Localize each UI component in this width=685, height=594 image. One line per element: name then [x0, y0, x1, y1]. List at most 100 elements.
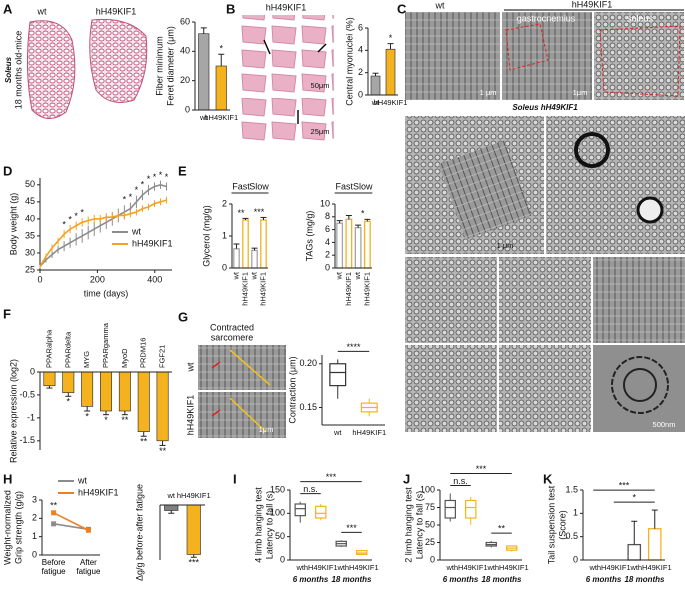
region-outline	[505, 23, 549, 71]
box	[315, 505, 327, 519]
x-tick-label: After fatigue	[76, 558, 101, 576]
x-tick-label: hH49KIF1	[454, 563, 488, 572]
y-axis-label: Grip strength (g/g)	[13, 491, 23, 564]
significance-label: ***	[254, 207, 265, 217]
significance-label: **	[50, 501, 58, 511]
y-tick-label: 0	[573, 554, 578, 564]
x-tick-label: wt	[371, 98, 380, 107]
y-tick-label: 0	[430, 554, 435, 564]
soleus-section	[89, 18, 148, 103]
panel-letter: F	[3, 306, 11, 321]
image-label: wt	[37, 6, 47, 16]
y-tick-label: 1	[32, 531, 37, 541]
y-tick-label: 4	[325, 237, 330, 247]
y-tick-label: 0.15	[299, 402, 317, 412]
significance-label: *	[361, 209, 365, 219]
bar	[62, 371, 75, 393]
y-tick-label: 20	[180, 75, 190, 85]
x-tick-label: PPARdelta	[63, 331, 72, 368]
y-tick-label: 75	[425, 502, 435, 512]
y-tick-label: 0	[358, 89, 363, 99]
y-tick-label: 25	[425, 537, 435, 547]
bar	[370, 75, 381, 96]
significance-label: *	[141, 179, 145, 189]
image-label: gastrocnemius	[517, 13, 576, 23]
x-tick-label: 400	[147, 274, 162, 284]
image-label: wt	[185, 362, 195, 372]
image-label: hH49KIF1	[185, 395, 195, 436]
bar	[336, 222, 344, 269]
y-tick-label: 6	[325, 224, 330, 234]
scale-label: 1 μm	[497, 241, 514, 250]
bar	[118, 371, 131, 412]
significance-label: *	[389, 33, 393, 43]
panel-letter: C	[397, 1, 407, 16]
y-tick-label: 100	[420, 484, 435, 494]
image-side-label: Soleus	[4, 56, 13, 83]
x-tick-label: MyoD	[120, 348, 129, 368]
bar	[81, 371, 94, 407]
image-subtitle: Soleus hH49KIF1	[512, 103, 578, 112]
x-tick-label: hH49KIF1	[258, 272, 267, 306]
significance-label: ***	[476, 464, 487, 474]
group-label: 18 months	[624, 575, 665, 584]
bar	[363, 220, 371, 269]
significance-label: **	[498, 523, 506, 533]
panel-letter: K	[543, 471, 553, 486]
y-tick-label: 50	[425, 519, 435, 529]
bar	[647, 528, 662, 561]
bar	[233, 248, 240, 269]
y-tick-label: 0	[185, 104, 190, 114]
membrane-whorl	[623, 368, 657, 402]
scale-label: 1μm	[573, 88, 588, 97]
y-tick-label: 45	[25, 196, 35, 206]
box	[444, 499, 456, 519]
series-line	[53, 512, 89, 531]
significance-label: *	[147, 174, 151, 184]
y-tick-label: 100	[270, 508, 285, 518]
x-tick-label: wt	[589, 563, 598, 572]
significance-label: **	[159, 446, 167, 456]
em-image	[438, 140, 532, 240]
box	[465, 499, 477, 519]
group-label: Fast	[335, 181, 353, 191]
y-tick-label: 0.20	[299, 358, 317, 368]
y-tick-label: -1	[27, 412, 35, 422]
y-tick-label: 50	[25, 179, 35, 189]
panel-letter: A	[3, 1, 13, 16]
arrow	[317, 43, 327, 53]
series-line	[53, 523, 89, 531]
scale-label: 1μm	[259, 425, 274, 434]
y-tick-label: 2	[358, 67, 363, 77]
bar	[385, 48, 396, 96]
y-axis-label: Weight-normalized	[2, 490, 12, 565]
significance-label: *	[85, 411, 89, 421]
region-outline	[599, 25, 681, 97]
arrow	[211, 361, 221, 369]
significance-label: *	[219, 44, 223, 54]
panel-letter: D	[3, 163, 12, 178]
x-tick-label: PPARalpha	[44, 329, 53, 368]
bar	[215, 65, 227, 111]
x-tick-label: hH49KIF1	[304, 563, 338, 572]
scale-label: 500nm	[653, 420, 676, 429]
histology-image	[238, 98, 334, 142]
y-tick-label: -1.5	[19, 435, 35, 445]
y-axis-label: Feret diameter (μm)	[165, 26, 175, 106]
y-tick-label: 2	[222, 198, 227, 208]
y-tick-label: 50	[275, 531, 285, 541]
bar	[345, 218, 353, 269]
image-title: Contracted	[210, 322, 254, 332]
image-label: soleus	[627, 13, 654, 23]
marker	[51, 510, 57, 516]
x-axis-label: time (days)	[84, 288, 129, 298]
image-side-label: 18 months old-mice	[13, 31, 23, 110]
y-axis-label: Latency to fall (s)	[264, 491, 274, 560]
y-axis-label: Glycerol (mg/g)	[201, 205, 211, 267]
y-tick-label: 4	[358, 45, 363, 55]
legend-label: wt	[77, 475, 87, 485]
membrane-whorl	[636, 196, 664, 224]
image-title: hH49KIF1	[266, 2, 307, 12]
significance-label: *	[104, 415, 108, 425]
